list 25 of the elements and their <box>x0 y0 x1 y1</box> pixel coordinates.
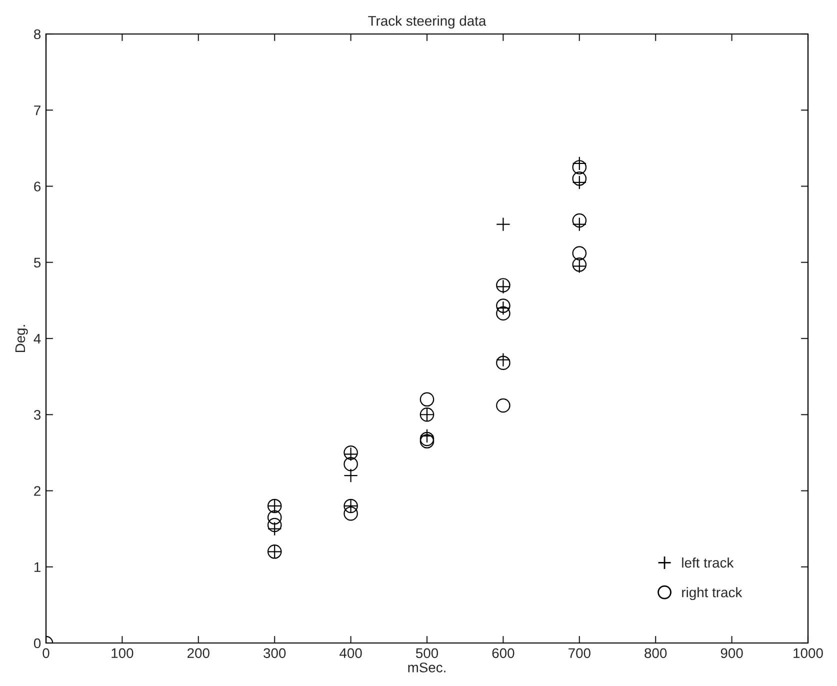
x-tick-label: 700 <box>568 648 590 658</box>
x-tick-label: 900 <box>720 648 743 658</box>
y-tick-label: 7 <box>34 106 40 116</box>
x-tick-label: 300 <box>264 648 286 658</box>
x-tick-label: 100 <box>112 648 134 658</box>
y-tick-label: 6 <box>34 182 41 192</box>
legend-label: right track <box>682 587 742 600</box>
y-tick-label: 2 <box>34 486 40 496</box>
y-tick-label: 0 <box>34 638 41 648</box>
y-tick-label: 8 <box>34 29 41 40</box>
x-tick-label: 600 <box>492 648 514 658</box>
x-tick-label: 0 <box>42 648 50 658</box>
y-tick-label: 3 <box>34 410 41 420</box>
y-tick-label: 5 <box>34 258 41 268</box>
x-tick-label: 1000 <box>794 648 823 658</box>
chart-title: Track steering data <box>368 16 486 29</box>
x-tick-label: 400 <box>340 648 362 658</box>
x-tick-label: 800 <box>644 648 667 658</box>
y-tick-label: 1 <box>34 562 40 572</box>
y-axis-title: Deg. <box>15 325 28 352</box>
legend-label: left track <box>682 557 734 568</box>
x-tick-label: 500 <box>416 648 438 658</box>
y-tick-label: 4 <box>34 334 41 344</box>
x-axis-title: mSec. <box>408 662 446 672</box>
x-tick-label: 200 <box>188 648 210 658</box>
